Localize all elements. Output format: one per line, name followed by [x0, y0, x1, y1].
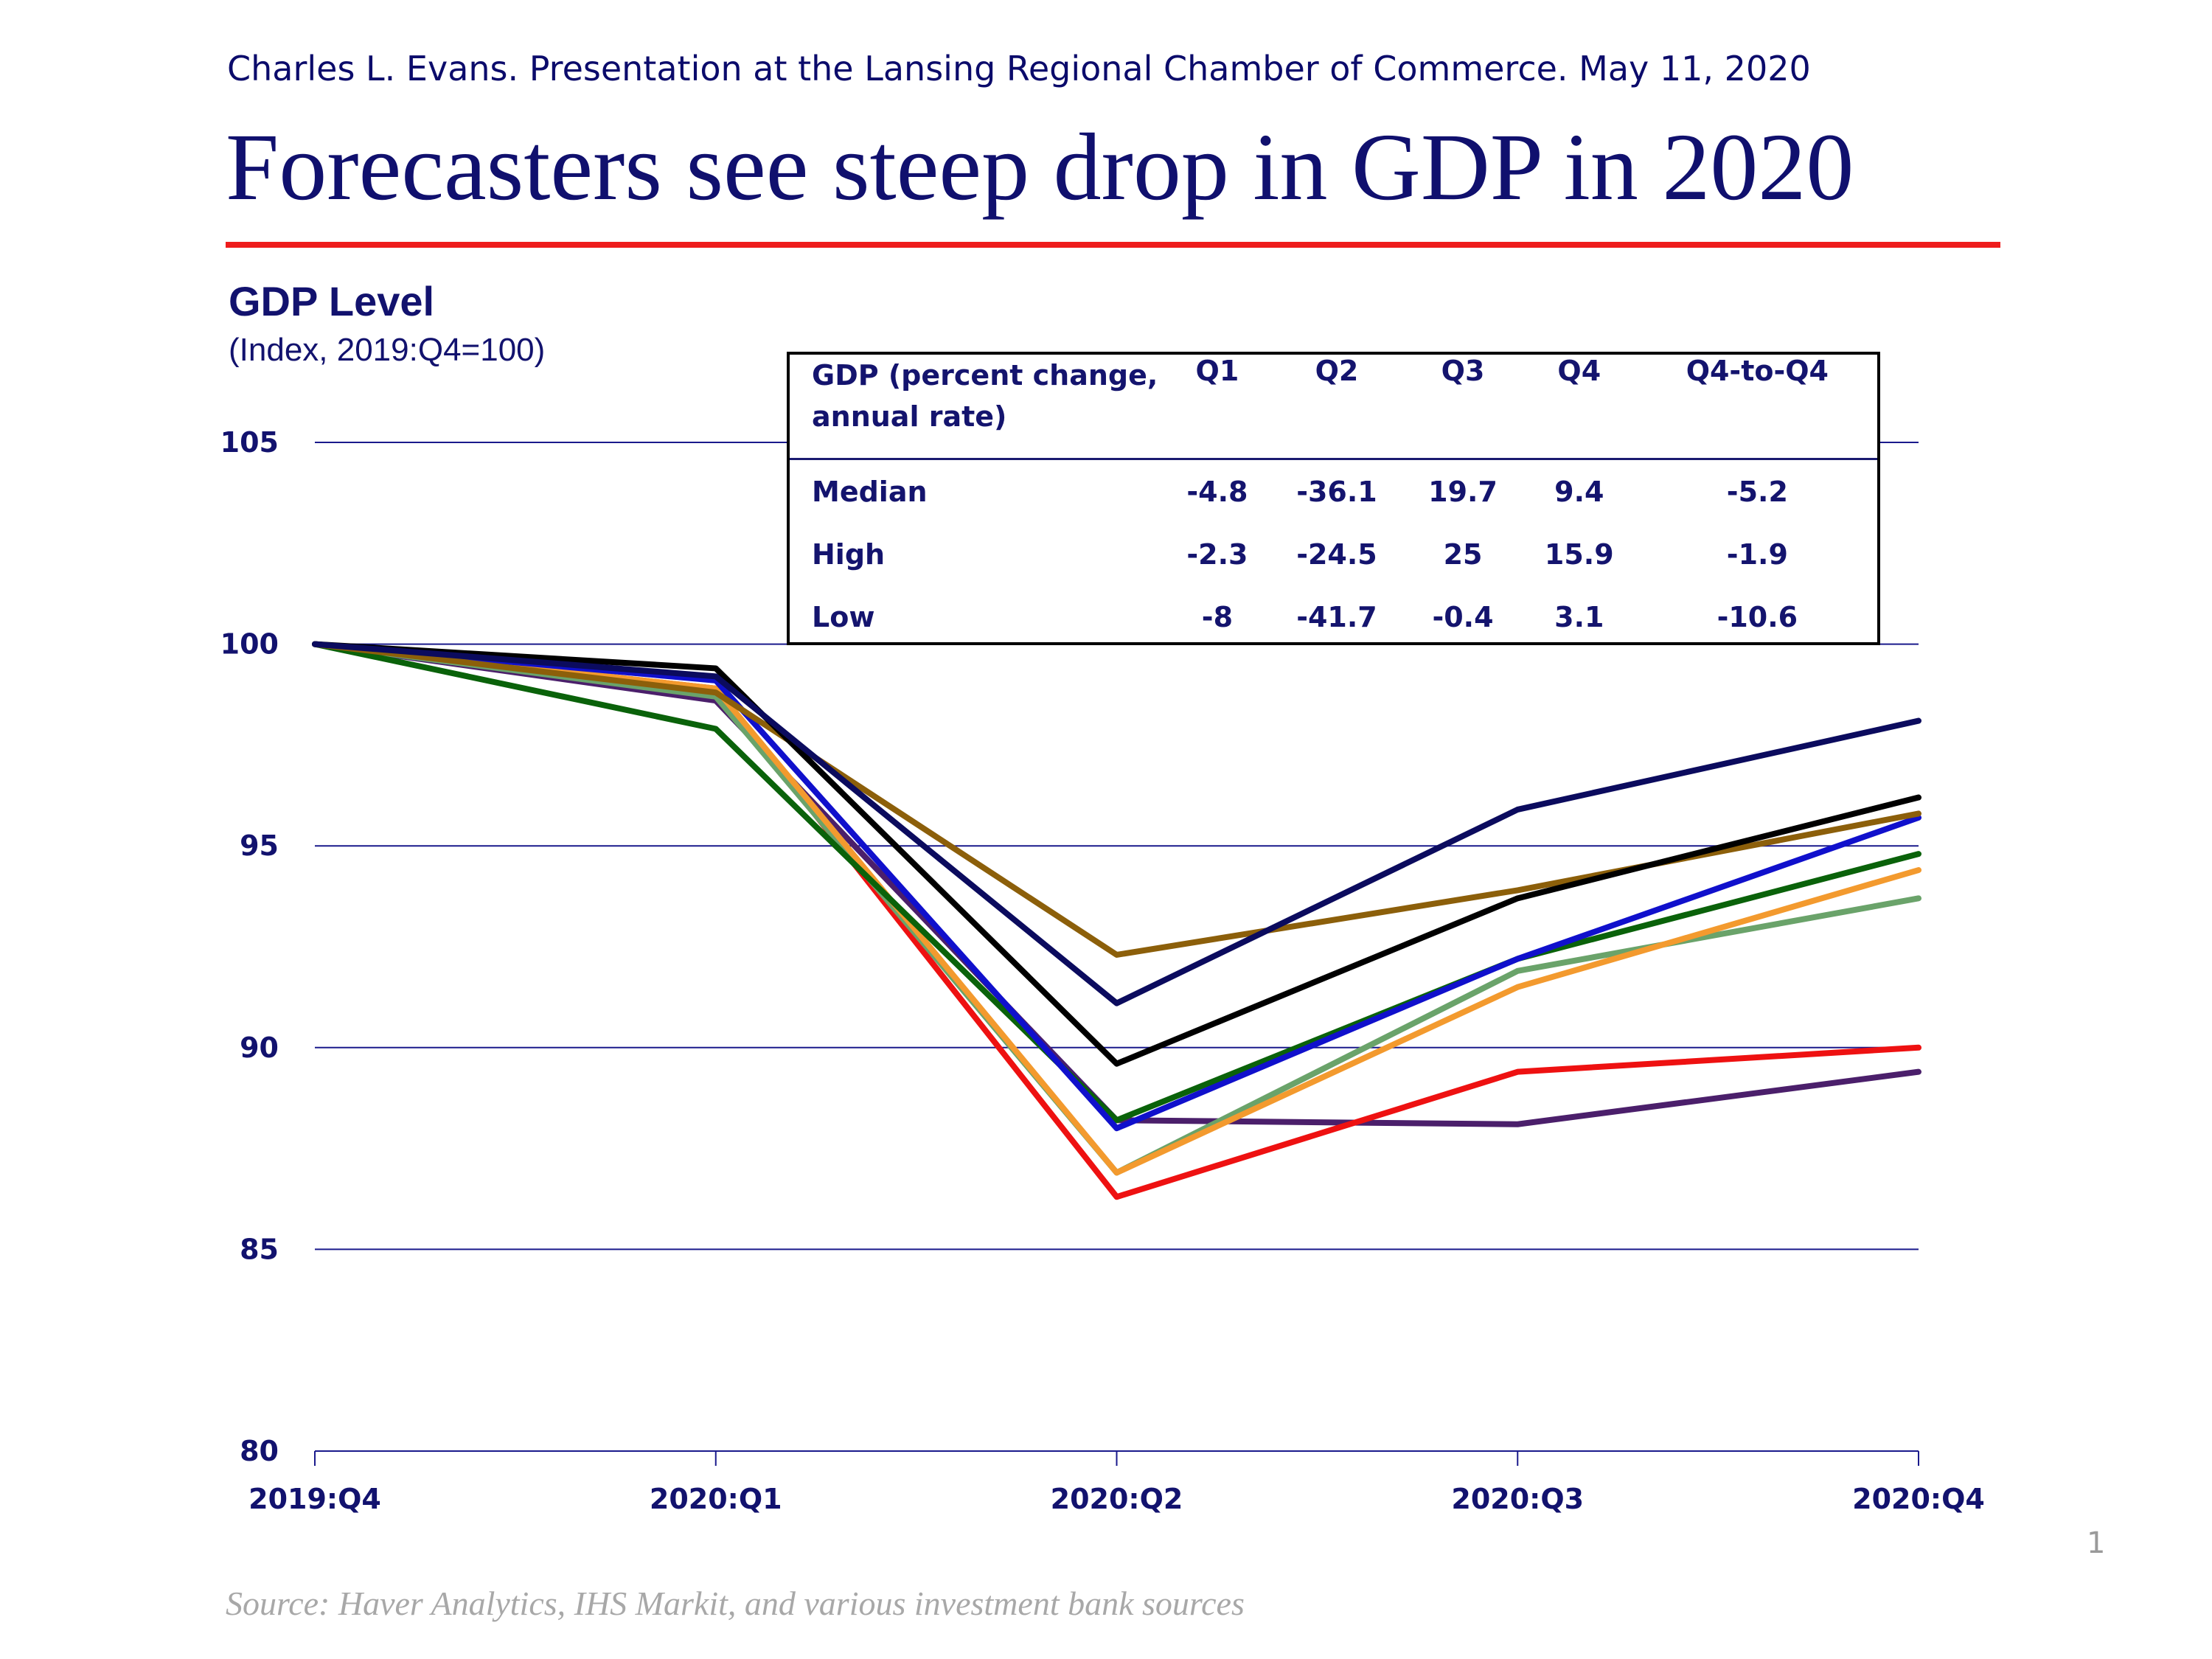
- table-row-median: Median -4.8 -36.1 19.7 9.4 -5.2: [790, 459, 1877, 524]
- table-row-low: Low -8 -41.7 -0.4 3.1 -10.6: [790, 585, 1877, 648]
- table-cell: -4.8: [1186, 475, 1248, 508]
- x-tick-label: 2019:Q4: [248, 1483, 381, 1515]
- table-cell: -8: [1201, 600, 1234, 633]
- table-row-high: High -2.3 -24.5 25 15.9 -1.9: [790, 523, 1877, 585]
- series-line: [312, 641, 1921, 958]
- series-line: [312, 641, 1921, 1176]
- table-col-header: Q2: [1315, 355, 1359, 387]
- chart-subtitle: (Index, 2019:Q4=100): [229, 332, 546, 368]
- y-tick-label: 90: [240, 1032, 279, 1064]
- series-line: [312, 641, 1921, 1006]
- table-cell: -0.4: [1432, 600, 1494, 633]
- table-header-label: GDP (percent change, annual rate): [812, 359, 1158, 433]
- table-cell: -36.1: [1296, 475, 1377, 508]
- series-line: [312, 641, 1921, 1176]
- x-tick-label: 2020:Q2: [1051, 1483, 1183, 1515]
- y-tick-label: 80: [240, 1435, 279, 1467]
- page-number: 1: [2087, 1526, 2106, 1560]
- table-cell: -2.3: [1186, 538, 1248, 571]
- x-tick-label: 2020:Q3: [1451, 1483, 1584, 1515]
- gdp-forecast-table: GDP (percent change, annual rate) Q1 Q2 …: [787, 352, 1880, 645]
- table-cell: -41.7: [1296, 600, 1377, 633]
- title-underline: [226, 242, 2000, 248]
- table-cell: -1.9: [1726, 538, 1788, 571]
- slide-title: Forecasters see steep drop in GDP in 202…: [226, 114, 1854, 220]
- row-label: Median: [812, 475, 928, 508]
- y-tick-label: 100: [220, 628, 279, 661]
- x-tick-label: 2020:Q1: [650, 1483, 782, 1515]
- table-col-header: Q4-to-Q4: [1686, 355, 1829, 387]
- table-cell: 9.4: [1554, 475, 1604, 508]
- table-cell: 3.1: [1554, 600, 1604, 633]
- source-note: Source: Haver Analytics, IHS Markit, and…: [226, 1585, 1245, 1622]
- series-line: [312, 641, 1921, 1200]
- table-col-header: Q3: [1441, 355, 1485, 387]
- table-cell: 15.9: [1544, 538, 1614, 571]
- y-tick-label: 85: [240, 1233, 279, 1265]
- forecast-table: GDP (percent change, annual rate) Q1 Q2 …: [790, 355, 1877, 648]
- row-label: Low: [812, 600, 875, 633]
- series-line: [312, 641, 1921, 1067]
- table-cell: -10.6: [1717, 600, 1798, 633]
- table-cell: -5.2: [1726, 475, 1788, 508]
- series-line: [312, 641, 1921, 1132]
- y-tick-label: 105: [220, 426, 279, 459]
- table-col-header: Q4: [1557, 355, 1601, 387]
- series-line: [312, 641, 1921, 1124]
- row-label: High: [812, 538, 886, 571]
- table-cell: 25: [1443, 538, 1483, 571]
- y-tick-label: 95: [240, 830, 279, 862]
- table-cell: -24.5: [1296, 538, 1377, 571]
- table-col-header: Q1: [1195, 355, 1239, 387]
- chart-title: GDP Level: [229, 278, 435, 324]
- series-line: [312, 641, 1921, 1127]
- x-tick-label: 2020:Q4: [1852, 1483, 1985, 1515]
- table-cell: 19.7: [1428, 475, 1498, 508]
- table-header-row: GDP (percent change, annual rate) Q1 Q2 …: [790, 355, 1877, 459]
- byline: Charles L. Evans. Presentation at the La…: [227, 49, 1811, 88]
